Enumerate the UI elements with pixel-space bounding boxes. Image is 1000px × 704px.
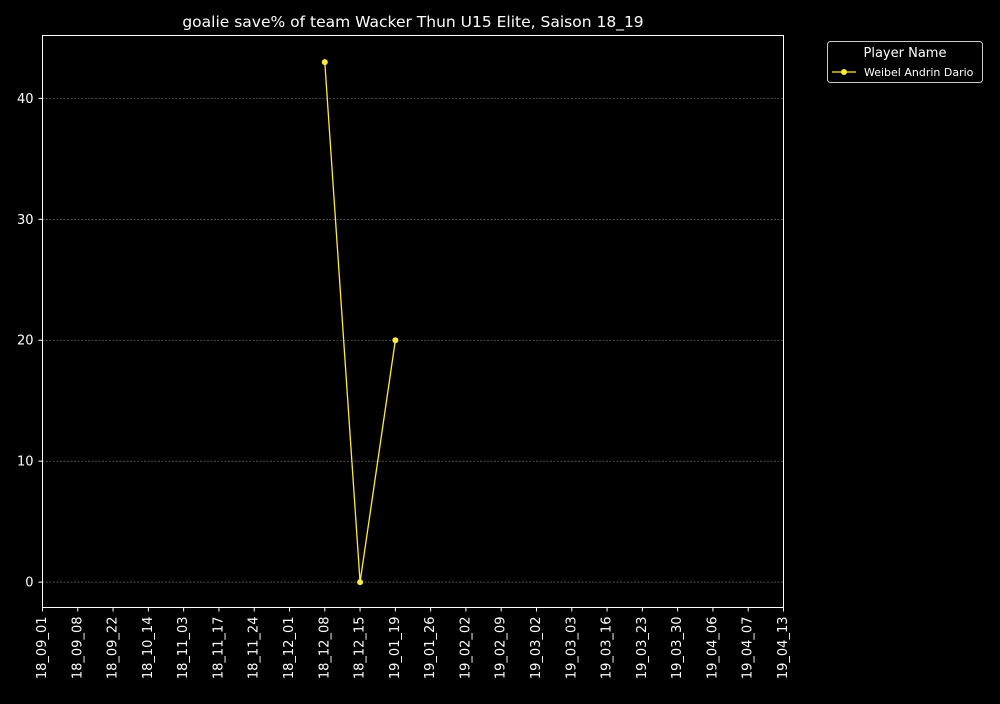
x-tick-label: 19_03_03	[564, 617, 579, 680]
grid-lines	[42, 98, 784, 583]
x-tick-label: 19_03_16	[600, 617, 615, 680]
x-tick-label: 19_01_26	[423, 617, 438, 680]
legend-series-label: Weibel Andrin Dario	[864, 66, 974, 79]
data-point	[357, 579, 364, 586]
x-tick-label: 18_11_03	[176, 617, 191, 680]
x-tick-label: 19_04_07	[741, 617, 756, 680]
axes: 0 10 20 30 40 18_09_01 18_09_08 18_09_22 18_10_1…	[17, 92, 791, 679]
legend-title: Player Name	[864, 46, 947, 61]
x-tick-label: 18_11_24	[247, 617, 262, 680]
x-tick-label: 19_03_02	[529, 617, 544, 680]
x-tick-label: 19_03_30	[670, 617, 685, 680]
chart-title: goalie save% of team Wacker Thun U15 Eli…	[182, 13, 643, 32]
x-tick-label: 18_12_01	[282, 617, 297, 680]
y-tick-label: 10	[17, 455, 34, 470]
x-tick-label: 19_04_06	[705, 617, 720, 680]
y-tick-label: 20	[17, 334, 34, 349]
x-tick-label: 18_09_22	[106, 617, 121, 680]
x-tick-label: 18_12_15	[353, 617, 368, 680]
legend: Player Name Weibel Andrin Dario	[827, 41, 983, 83]
x-tick-label: 19_01_19	[388, 617, 403, 680]
series-layer	[321, 59, 399, 586]
x-tick-label: 19_02_02	[458, 617, 473, 680]
data-point	[392, 337, 399, 344]
x-tick-label: 18_09_08	[70, 617, 85, 680]
x-tick-label: 18_09_01	[35, 617, 50, 680]
x-tick-label: 19_04_13	[776, 617, 791, 680]
y-tick-label: 30	[17, 213, 34, 228]
x-tick-label: 19_02_09	[494, 617, 509, 680]
x-tick-label: 19_03_23	[635, 617, 650, 680]
x-tick-label: 18_11_17	[211, 617, 226, 680]
plot-area-frame	[42, 35, 784, 608]
legend-series-marker	[841, 69, 847, 75]
y-tick-label: 0	[25, 576, 33, 591]
x-tick-label: 18_10_14	[141, 617, 156, 680]
x-tick-label: 18_12_08	[317, 617, 332, 680]
y-tick-label: 40	[17, 92, 34, 107]
data-point	[321, 59, 328, 66]
legend-frame	[827, 41, 983, 83]
